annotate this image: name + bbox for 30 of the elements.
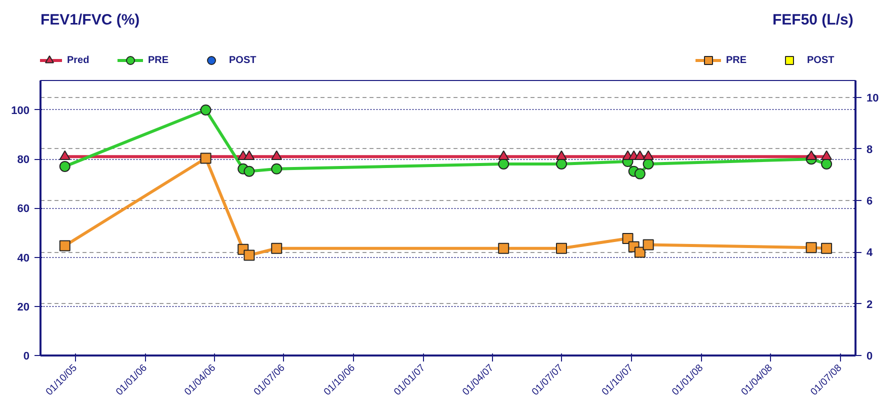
y2-axis-title: FEF50 (L/s) bbox=[772, 12, 854, 28]
legend-label: POST bbox=[229, 54, 258, 66]
legend-label: PRE bbox=[148, 54, 170, 66]
point bbox=[821, 242, 832, 254]
point bbox=[59, 240, 70, 252]
legend-label: POST bbox=[807, 54, 836, 66]
point bbox=[556, 242, 567, 254]
point bbox=[271, 242, 282, 254]
y-tick-label: 80 bbox=[17, 154, 30, 166]
y-axis-title: FEV1/FVC (%) bbox=[40, 12, 140, 28]
y-tick-label: 40 bbox=[17, 252, 30, 264]
point bbox=[642, 239, 654, 250]
legend-label: Pred bbox=[67, 54, 90, 66]
y2-tick-label: 6 bbox=[866, 196, 873, 208]
point bbox=[806, 242, 817, 254]
y-tick-label: 0 bbox=[23, 350, 30, 362]
y-tick-label: 60 bbox=[17, 203, 30, 216]
point bbox=[622, 233, 634, 244]
y-tick-label: 100 bbox=[11, 104, 30, 117]
y2-tick-label: 0 bbox=[866, 350, 873, 362]
y2-tick-label: 10 bbox=[866, 92, 879, 104]
y-tick-label: 20 bbox=[17, 301, 30, 314]
point bbox=[498, 242, 510, 254]
y2-tick-label: 4 bbox=[866, 247, 874, 260]
y2-tick-label: 2 bbox=[866, 298, 873, 311]
point bbox=[200, 152, 212, 164]
legend-label: PRE bbox=[726, 54, 748, 66]
y2-tick-label: 8 bbox=[866, 144, 873, 156]
point bbox=[244, 250, 255, 261]
point bbox=[634, 246, 646, 258]
